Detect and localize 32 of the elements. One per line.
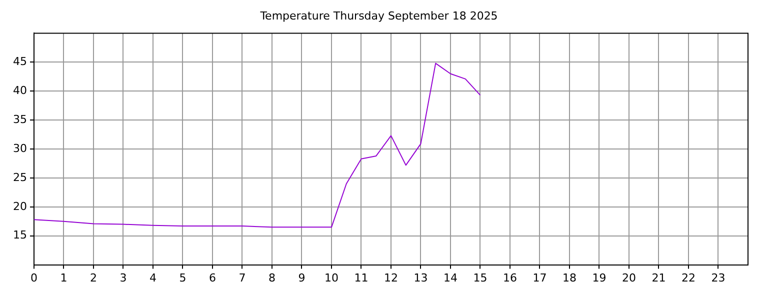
- y-tick-label: 15: [12, 228, 27, 242]
- x-tick-label: 9: [298, 271, 306, 284]
- x-tick-label: 1: [60, 271, 68, 284]
- x-tick-label: 11: [354, 271, 368, 284]
- x-tick-label: 17: [532, 271, 547, 284]
- y-tick-label: 20: [12, 200, 27, 213]
- x-tick-label: 22: [682, 271, 696, 284]
- x-tick-label: 7: [238, 271, 246, 284]
- x-tick-label: 13: [414, 271, 428, 284]
- x-tick-label: 21: [652, 271, 666, 284]
- x-tick-label: 5: [179, 271, 186, 284]
- x-tick-label: 10: [324, 271, 338, 284]
- x-tick-label: 8: [268, 271, 276, 284]
- x-tick-label: 15: [473, 271, 488, 284]
- x-tick-label: 23: [711, 271, 726, 284]
- x-tick-label: 6: [209, 271, 216, 284]
- x-tick-label: 16: [503, 271, 517, 284]
- y-tick-label: 30: [12, 142, 27, 155]
- x-tick-label: 19: [592, 271, 606, 284]
- x-tick-label: 0: [30, 271, 38, 284]
- x-tick-label: 18: [562, 271, 576, 284]
- x-tick-label: 20: [622, 271, 636, 284]
- chart-title: Temperature Thursday September 18 2025: [259, 9, 498, 22]
- y-tick-label: 25: [12, 170, 27, 184]
- x-tick-label: 12: [384, 271, 398, 284]
- y-tick-label: 45: [12, 55, 27, 68]
- x-tick-label: 4: [150, 271, 156, 284]
- y-tick-label: 40: [12, 84, 27, 97]
- x-tick-label: 3: [120, 271, 127, 284]
- y-tick-label: 35: [12, 112, 27, 126]
- x-tick-label: 2: [90, 271, 97, 284]
- x-tick-label: 14: [444, 271, 458, 284]
